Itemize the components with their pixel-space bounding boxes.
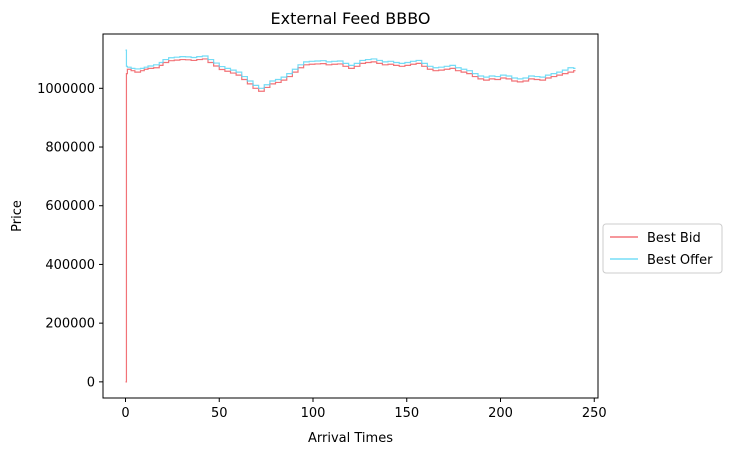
- y-tick-label: 200000: [45, 317, 95, 332]
- y-tick-label: 0: [87, 375, 95, 390]
- x-tick-label: 250: [582, 406, 607, 421]
- x-tick-label: 150: [394, 406, 419, 421]
- plot-area: 0 50 100 150 200 250 0 200000 400000 600000 80000…: [37, 33, 607, 421]
- series-layer: [125, 49, 576, 383]
- x-axis-ticks: 0 50 100 150 200 250: [121, 398, 607, 421]
- legend: Best Bid Best Offer: [602, 223, 723, 274]
- y-axis-ticks: 0 200000 400000 600000 800000 1000000: [37, 82, 103, 390]
- legend-label-best-offer: Best Offer: [647, 253, 713, 268]
- x-tick-label: 200: [488, 406, 513, 421]
- chart-title: External Feed BBBO: [271, 9, 431, 28]
- x-axis-title: Arrival Times: [308, 431, 393, 446]
- y-tick-label: 400000: [45, 258, 95, 273]
- y-tick-label: 600000: [45, 199, 95, 214]
- legend-frame: [602, 223, 723, 274]
- series-line-best-offer: [125, 49, 576, 89]
- x-tick-label: 100: [301, 406, 326, 421]
- x-tick-label: 50: [211, 406, 228, 421]
- plot-frame: [102, 33, 599, 399]
- series-line-best-bid: [125, 58, 576, 383]
- x-tick-label: 0: [121, 406, 129, 421]
- legend-label-best-bid: Best Bid: [647, 231, 701, 246]
- y-tick-label: 1000000: [37, 82, 95, 97]
- y-tick-label: 800000: [45, 141, 95, 156]
- y-axis-title: Price: [10, 200, 25, 232]
